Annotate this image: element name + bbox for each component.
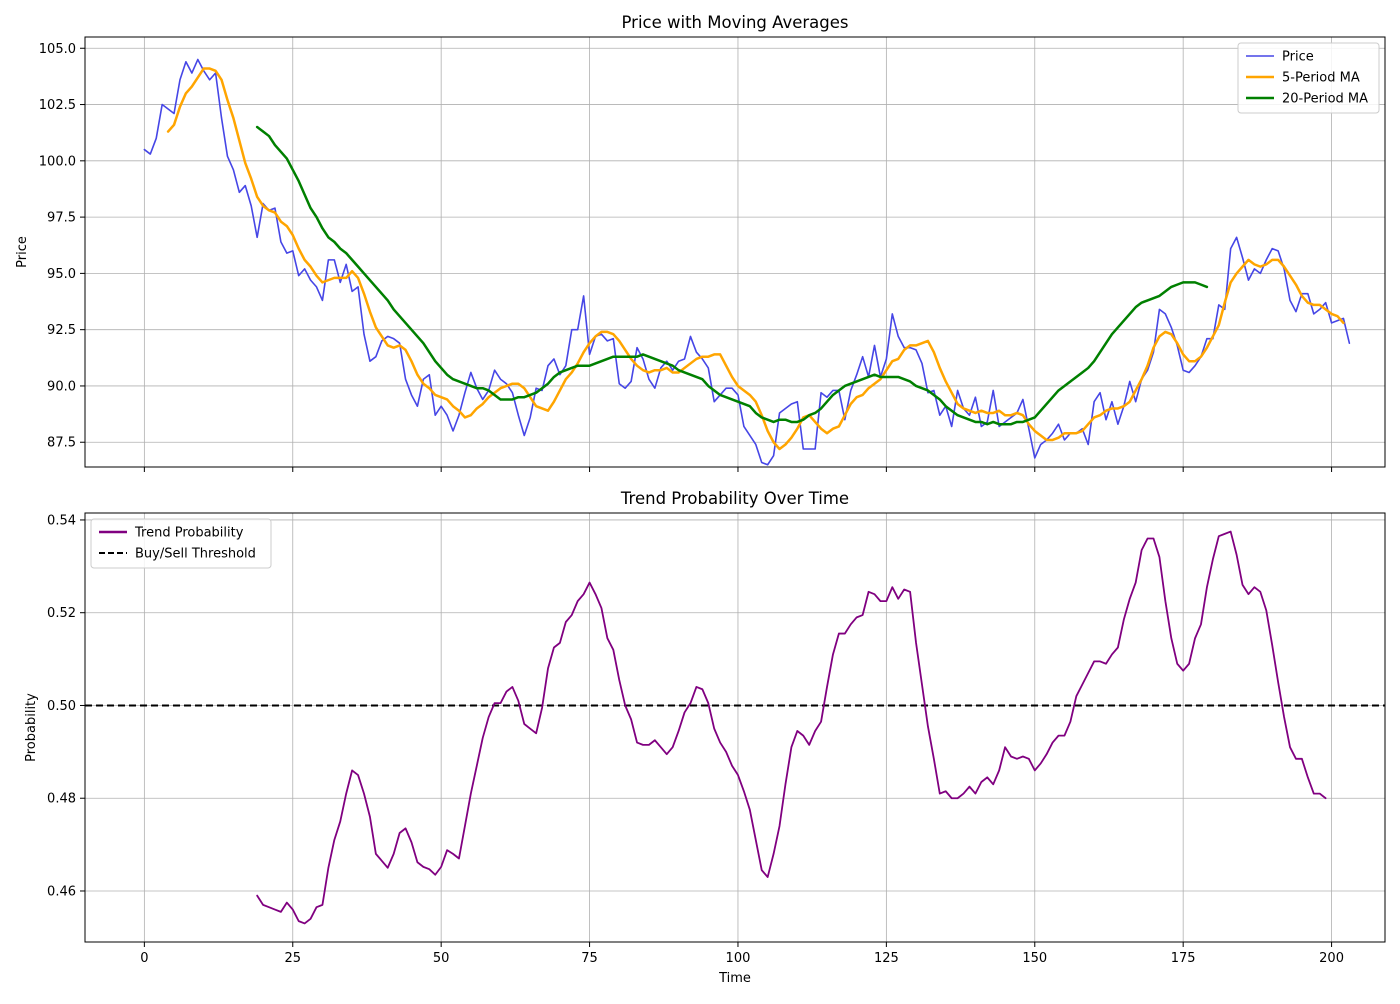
chart-title: Trend Probability Over Time	[620, 489, 849, 508]
legend-box	[90, 518, 272, 569]
legend-label-0: Price	[1282, 50, 1314, 65]
grid	[85, 513, 1385, 942]
y-axis: 0.46 0.48 0.50 0.52 0.54	[47, 513, 85, 899]
legend: Trend Probability Buy/Sell Threshold	[90, 518, 272, 569]
grid	[85, 37, 1385, 467]
x-tick-label-7: 175	[1171, 951, 1196, 966]
subplot-probability: 0 25 50 75 100 125 150 175 2000.460.480.500.520.…	[24, 489, 1386, 986]
y-tick-label-0: 87.5	[47, 436, 76, 451]
y-tick-label-0: 0.46	[47, 884, 76, 899]
y-tick-label-3: 0.52	[47, 606, 76, 621]
subplot-price: 87.5 90.0 92.5 95.0 97.5 100.0 102.5 105.0 Price…	[15, 13, 1386, 472]
series-line-5-period-ma	[166, 67, 1345, 451]
series-line-20-period-ma	[255, 125, 1209, 426]
y-tick-label-4: 97.5	[47, 211, 76, 226]
y-axis-label: Price	[15, 236, 30, 268]
x-axis-label: Time	[718, 971, 751, 986]
y-axis-label: Probability	[24, 693, 39, 762]
x-tick-label-6: 150	[1022, 951, 1047, 966]
series-line-trend-probability	[256, 530, 1327, 925]
y-tick-label-2: 0.50	[47, 699, 76, 714]
x-tick-label-1: 25	[284, 951, 301, 966]
y-tick-label-7: 105.0	[39, 42, 76, 57]
x-tick-label-8: 200	[1319, 951, 1344, 966]
x-tick-label-4: 100	[726, 951, 751, 966]
x-tick-label-2: 50	[433, 951, 450, 966]
y-tick-label-1: 90.0	[47, 379, 76, 394]
plot-area	[143, 58, 1351, 466]
y-tick-label-4: 0.54	[47, 513, 76, 528]
y-tick-label-2: 92.5	[47, 323, 76, 338]
x-tick-label-0: 0	[140, 951, 148, 966]
x-axis	[143, 467, 1333, 472]
chart-title: Price with Moving Averages	[622, 13, 849, 32]
plot-area	[85, 530, 1385, 925]
y-tick-label-6: 102.5	[39, 98, 76, 113]
x-tick-label-5: 125	[874, 951, 899, 966]
axes-frame	[84, 512, 1386, 943]
x-tick-label-3: 75	[581, 951, 598, 966]
y-tick-label-1: 0.48	[47, 792, 76, 807]
legend-box	[1237, 42, 1380, 114]
y-tick-label-5: 100.0	[39, 154, 76, 169]
axes-frame	[84, 36, 1386, 468]
legend-label-1: Buy/Sell Threshold	[135, 547, 256, 562]
legend: Price 5-Period MA 20-Period MA	[1237, 42, 1380, 114]
y-axis: 87.5 90.0 92.5 95.0 97.5 100.0 102.5 105.0	[39, 42, 85, 451]
series-line-price	[143, 58, 1351, 466]
legend-label-1: 5-Period MA	[1282, 71, 1360, 86]
x-axis: 0 25 50 75 100 125 150 175 200	[140, 942, 1344, 966]
legend-label-2: 20-Period MA	[1282, 92, 1368, 107]
y-tick-label-3: 95.0	[47, 267, 76, 282]
legend-label-0: Trend Probability	[134, 526, 244, 541]
